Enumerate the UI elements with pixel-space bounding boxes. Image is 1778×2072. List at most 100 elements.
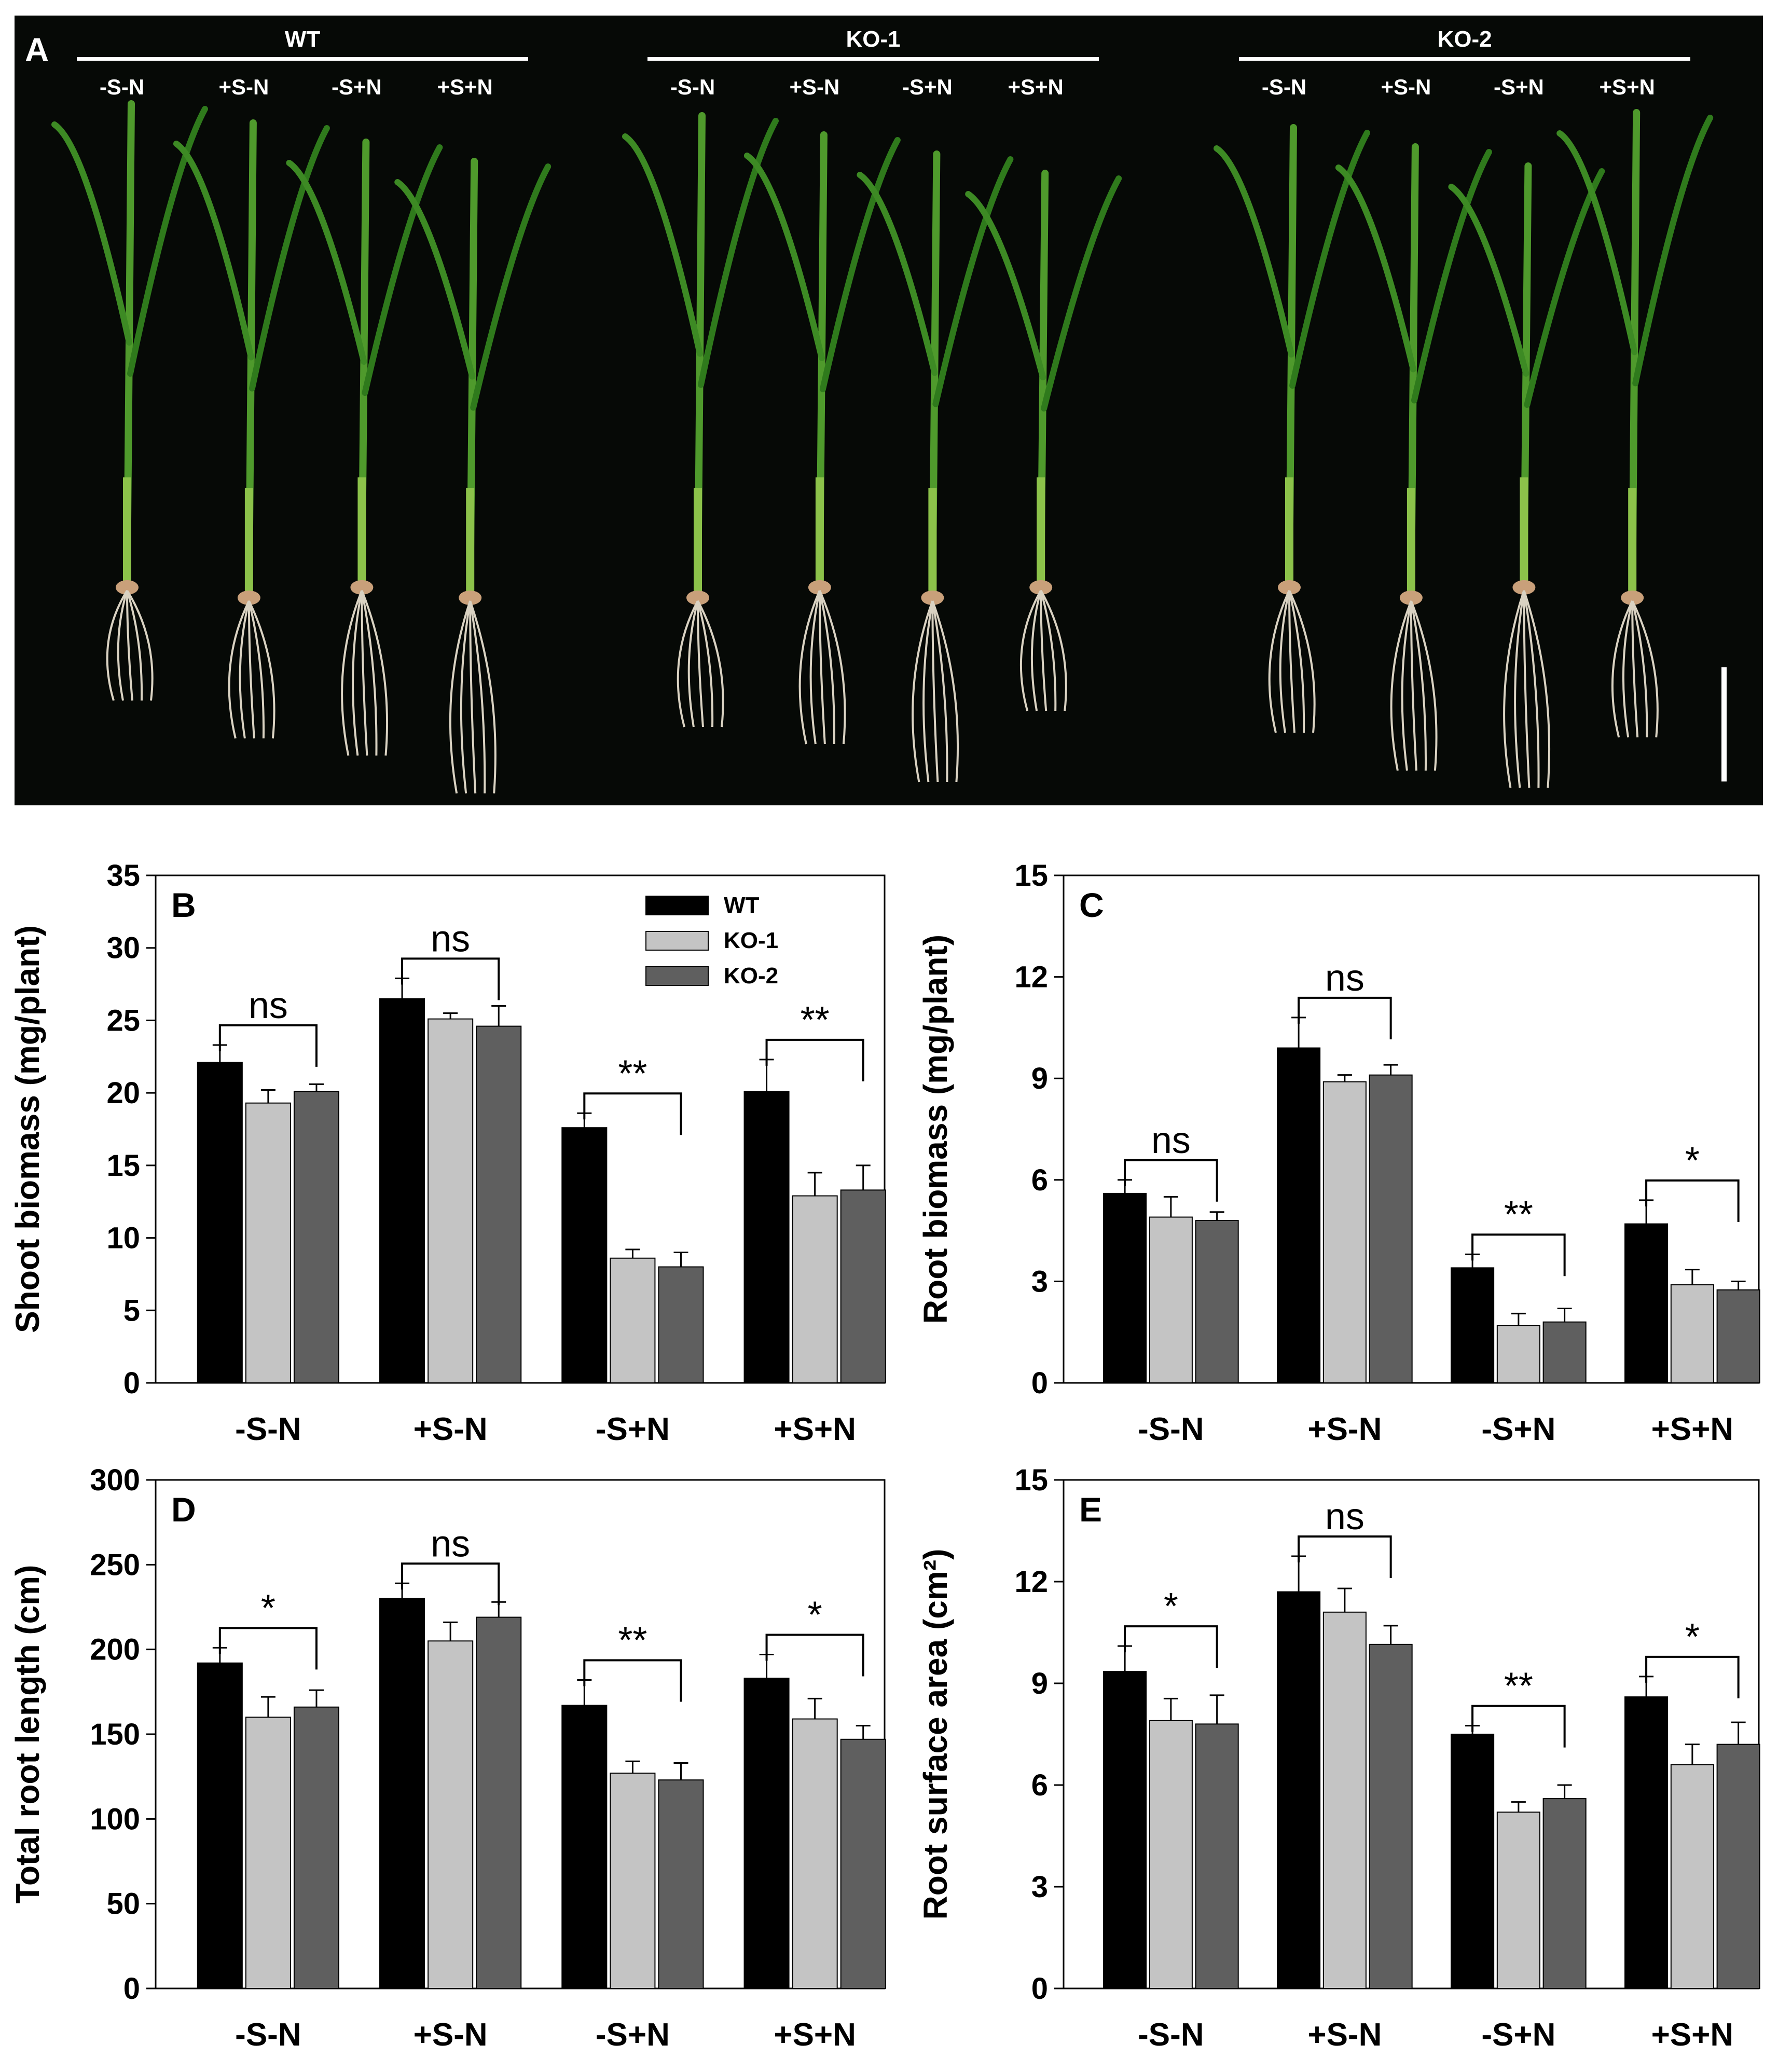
y-tick-label: 50: [106, 1887, 140, 1921]
bar-ko-2: [293, 1091, 340, 1384]
bar-ko-1: [245, 1717, 291, 1989]
significance-label: **: [1504, 1666, 1533, 1707]
x-category-label: -S-N: [235, 2017, 301, 2053]
x-category-label: +S+N: [1651, 1411, 1734, 1447]
bar-ko-2: [1369, 1074, 1413, 1383]
significance-label: ns: [1325, 1496, 1364, 1538]
group-underline: [647, 57, 1099, 61]
significance-label: **: [1504, 1194, 1533, 1236]
bar-wt: [1624, 1696, 1669, 1989]
bar-ko-1: [1322, 1611, 1367, 1989]
bar-wt: [743, 1678, 790, 1989]
bar-ko-2: [658, 1266, 704, 1383]
treatment-label: +S-N: [1381, 75, 1431, 99]
panel-label: D: [171, 1490, 196, 1529]
significance-label: ns: [1151, 1120, 1191, 1161]
seedling: [1214, 124, 1370, 733]
bar-wt: [1103, 1192, 1147, 1383]
significance-bracket: [401, 1562, 500, 1606]
plot-frame: [155, 1479, 886, 1989]
x-category-label: +S+N: [1651, 2017, 1734, 2053]
y-tick-label: 9: [1031, 1062, 1048, 1095]
photo-group-headers: WT -S-N +S-N -S+N +S+N KO-1 -S-N +S-N -S+N +S+N KO…: [77, 26, 1690, 99]
y-tick-label: 0: [1031, 1366, 1048, 1400]
group-label: KO-1: [846, 26, 900, 52]
significance-bracket: [218, 1024, 318, 1067]
seedling: [857, 150, 1014, 783]
bar-ko-2: [1542, 1321, 1587, 1383]
treatment-label: +S-N: [789, 75, 839, 99]
y-tick-label: 100: [90, 1802, 140, 1836]
legend-swatch: [645, 896, 709, 915]
bar-wt: [1451, 1734, 1495, 1989]
legend-label: KO-1: [724, 928, 778, 953]
y-tick-label: 6: [1031, 1768, 1048, 1802]
bar-wt: [1103, 1671, 1147, 1989]
x-category-label: +S+N: [774, 2017, 856, 2053]
bar-ko-1: [610, 1257, 656, 1383]
bar-ko-2: [658, 1779, 704, 1989]
significance-label: *: [261, 1587, 275, 1629]
y-tick-label: 300: [90, 1463, 140, 1497]
y-tick-label: 15: [1014, 1463, 1048, 1497]
legend-label: WT: [724, 893, 760, 918]
seedling: [622, 112, 779, 728]
bar-ko-1: [245, 1102, 291, 1383]
group-label: KO-2: [1437, 26, 1492, 52]
y-tick-label: 15: [106, 1149, 140, 1183]
panel-label: E: [1079, 1490, 1102, 1529]
bar-ko-2: [1716, 1744, 1760, 1989]
legend-swatch: [645, 931, 709, 951]
treatment-label: -S-N: [100, 75, 144, 99]
bar-wt: [197, 1062, 243, 1384]
bar-wt: [1451, 1267, 1495, 1384]
seedling-photograph: A WT -S-N +S-N -S+N +S+N KO-1 -S-N +S-N -S+N +S+N…: [15, 16, 1763, 805]
y-tick-label: 6: [1031, 1163, 1048, 1197]
bar-ko-2: [1369, 1643, 1413, 1989]
x-category-label: -S-N: [235, 1411, 301, 1447]
seedling: [743, 131, 901, 745]
significance-bracket: [583, 1092, 682, 1135]
bar-ko-2: [1195, 1220, 1239, 1384]
bar-ko-1: [1496, 1325, 1540, 1383]
significance-bracket: [765, 1634, 864, 1677]
bar-wt: [1277, 1047, 1321, 1383]
y-tick-label: 200: [90, 1633, 140, 1667]
group-underline: [1239, 57, 1690, 61]
significance-bracket: [1645, 1179, 1740, 1222]
x-category-label: +S-N: [414, 1411, 488, 1447]
seedling: [1556, 109, 1714, 738]
significance-label: **: [618, 1620, 647, 1661]
bar-ko-2: [293, 1706, 340, 1989]
bar-wt: [379, 998, 425, 1383]
significance-bracket: [1124, 1159, 1218, 1202]
bar-ko-2: [1716, 1289, 1760, 1383]
y-tick-label: 3: [1031, 1265, 1048, 1298]
seedling: [1335, 143, 1492, 771]
significance-label: ns: [431, 918, 470, 959]
bar-wt: [1277, 1591, 1321, 1989]
y-tick-label: 30: [106, 931, 140, 965]
significance-bracket: [583, 1659, 682, 1702]
x-category-label: +S+N: [774, 1411, 856, 1447]
bar-wt: [379, 1598, 425, 1989]
bar-wt: [1624, 1223, 1669, 1384]
y-tick-label: 20: [106, 1076, 140, 1110]
significance-bracket: [1471, 1233, 1566, 1277]
treatment-label: -S-N: [670, 75, 715, 99]
y-tick-label: 35: [106, 859, 140, 893]
bar-ko-1: [1149, 1720, 1193, 1989]
significance-bracket: [765, 1038, 864, 1081]
bar-ko-1: [428, 1640, 474, 1989]
treatment-label: -S+N: [1494, 75, 1544, 99]
significance-bracket: [1471, 1705, 1566, 1748]
bar-ko-1: [428, 1018, 474, 1383]
significance-bracket: [1645, 1655, 1740, 1698]
significance-label: *: [1685, 1140, 1700, 1182]
y-tick-label: 3: [1031, 1870, 1048, 1904]
plot-frame: [155, 874, 886, 1384]
bar-wt: [561, 1705, 608, 1989]
y-tick-label: 5: [123, 1294, 140, 1327]
significance-bracket: [218, 1627, 318, 1670]
y-tick-label: 0: [1031, 1972, 1048, 2006]
